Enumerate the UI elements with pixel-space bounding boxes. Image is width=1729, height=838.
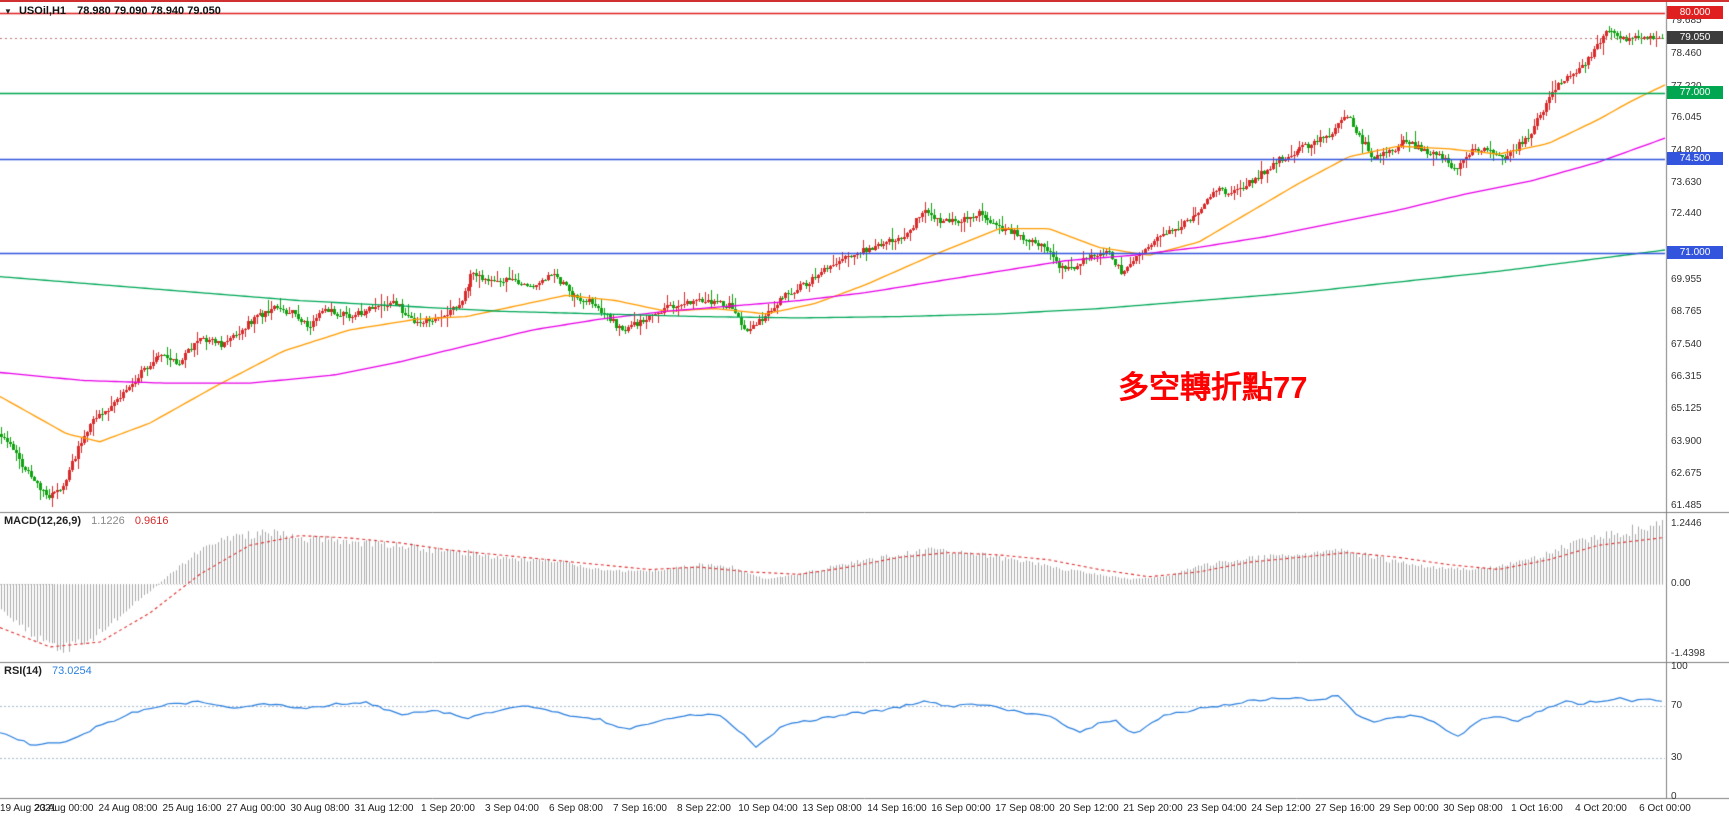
time-axis-label: 23 Aug 00:00 (34, 803, 94, 814)
price-axis-label: 74.820 (1671, 145, 1702, 156)
time-axis-label: 14 Sep 16:00 (867, 803, 927, 814)
price-axis-label: 67.540 (1671, 339, 1702, 350)
time-axis-label: 24 Aug 08:00 (98, 803, 158, 814)
price-axis-label: 61.485 (1671, 500, 1702, 511)
rsi-axis-label: 70 (1671, 700, 1683, 711)
time-axis-label: 30 Sep 08:00 (1443, 803, 1503, 814)
price-level-badge: 71.000 (1667, 246, 1723, 259)
macd-axis-label: -1.4398 (1671, 648, 1705, 659)
price-level-badge: 77.000 (1667, 86, 1723, 99)
price-axis-label: 79.685 (1671, 15, 1702, 26)
time-axis-label: 1 Sep 20:00 (421, 803, 475, 814)
price-axis-label: 72.440 (1671, 208, 1702, 219)
time-axis-label: 17 Sep 08:00 (995, 803, 1055, 814)
price-level-badge: 80.000 (1667, 6, 1723, 19)
time-axis-label: 4 Oct 20:00 (1575, 803, 1627, 814)
time-axis-label: 25 Aug 16:00 (162, 803, 222, 814)
price-level-badge: 74.500 (1667, 152, 1723, 165)
symbol-timeframe-label: USOil,H1 (18, 5, 67, 17)
time-axis-label: 27 Aug 00:00 (226, 803, 286, 814)
time-axis-label: 6 Oct 00:00 (1639, 803, 1691, 814)
time-axis-label: 10 Sep 04:00 (738, 803, 798, 814)
macd-main-value: 1.1226 (91, 515, 125, 527)
price-axis-label: 62.675 (1671, 468, 1702, 479)
macd-axis-label: 0.00 (1671, 578, 1691, 589)
macd-signal-value: 0.9616 (134, 515, 169, 527)
rsi-name: RSI(14) (4, 665, 42, 677)
time-axis-label: 29 Sep 00:00 (1379, 803, 1439, 814)
price-axis-label: 65.125 (1671, 403, 1702, 414)
macd-axis-label: 1.2446 (1671, 518, 1702, 529)
time-axis-label: 20 Sep 12:00 (1059, 803, 1119, 814)
price-axis-label: 63.900 (1671, 436, 1702, 447)
time-axis-label: 16 Sep 00:00 (931, 803, 991, 814)
ohlc-values: 78.980 79.090 78.940 79.050 (77, 5, 221, 17)
time-axis-label: 24 Sep 12:00 (1251, 803, 1311, 814)
time-axis-label: 19 Aug 2021 (0, 803, 57, 814)
rsi-indicator-label: RSI(14) 73.0254 (4, 665, 92, 677)
symbol-dropdown-icon[interactable]: ▼ (4, 7, 12, 16)
time-axis-label: 7 Sep 16:00 (613, 803, 667, 814)
time-axis-label: 30 Aug 08:00 (290, 803, 350, 814)
price-axis-label: 73.630 (1671, 177, 1702, 188)
price-level-badge: 79.050 (1667, 31, 1723, 44)
time-axis-label: 21 Sep 20:00 (1123, 803, 1183, 814)
rsi-value: 73.0254 (51, 665, 92, 677)
time-axis-label: 13 Sep 08:00 (802, 803, 862, 814)
rsi-axis-label: 30 (1671, 752, 1683, 763)
chart-text-annotation: 多空轉折點77 (1118, 370, 1308, 405)
time-axis-label: 23 Sep 04:00 (1187, 803, 1247, 814)
macd-indicator-label: MACD(12,26,9) 1.1226 0.9616 (4, 515, 168, 527)
time-axis-label: 31 Aug 12:00 (354, 803, 414, 814)
rsi-axis-label: 0 (1671, 791, 1677, 802)
macd-name: MACD(12,26,9) (4, 515, 82, 527)
price-axis-label: 69.955 (1671, 274, 1702, 285)
time-axis-label: 3 Sep 04:00 (485, 803, 539, 814)
price-axis-label: 68.765 (1671, 306, 1702, 317)
rsi-axis-label: 100 (1671, 661, 1688, 672)
time-axis-label: 8 Sep 22:00 (677, 803, 731, 814)
price-axis-label: 76.045 (1671, 112, 1702, 123)
time-axis-label: 6 Sep 08:00 (549, 803, 603, 814)
price-axis-label: 78.460 (1671, 48, 1702, 59)
time-axis-label: 1 Oct 16:00 (1511, 803, 1563, 814)
time-axis-label: 27 Sep 16:00 (1315, 803, 1375, 814)
price-axis-label: 66.315 (1671, 371, 1702, 382)
chart-title: ▼ USOil,H1 78.980 79.090 78.940 79.050 (4, 5, 221, 17)
